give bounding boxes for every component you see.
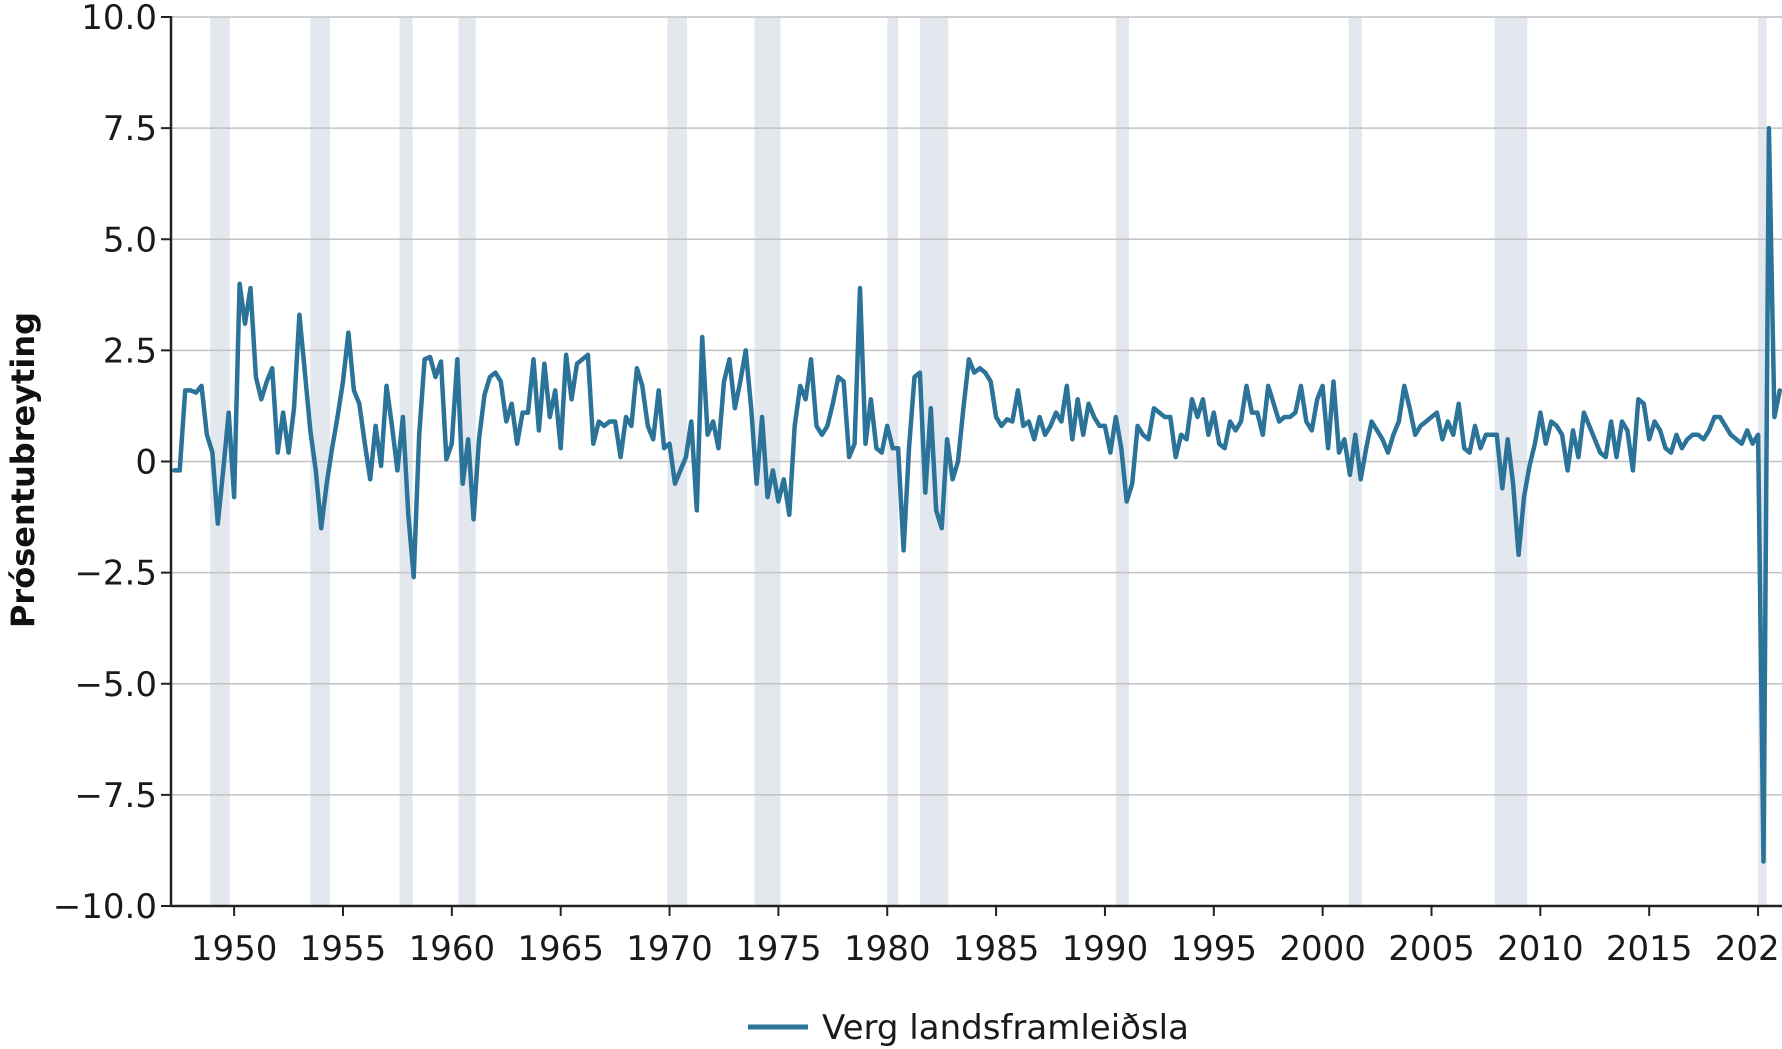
legend: Verg landsframleiðsla [748, 1008, 1189, 1048]
y-tick-label: −2.5 [74, 554, 157, 594]
x-tick-label: 2000 [1279, 929, 1366, 969]
gridlines [171, 16, 1782, 796]
y-tick-label: 10.0 [81, 0, 157, 38]
x-tick-labels: 1950 1955 1960 1965 1970 1975 1980 1985 1990 1995… [191, 929, 1782, 969]
y-tick-label: 0 [135, 443, 157, 483]
y-tick-label: 2.5 [103, 331, 157, 371]
x-tick-label: 1985 [953, 929, 1040, 969]
x-tick-label: 2005 [1388, 929, 1475, 969]
y-tick-labels: 10.0 7.5 5.0 2.5 0 −2.5 −5.0 −7.5 −10.0 [53, 0, 157, 927]
x-tick-label: 1975 [735, 929, 822, 969]
y-axis-title: Prósentubreyting [4, 312, 42, 628]
y-tick-label: −10.0 [53, 887, 157, 927]
y-tick-label: −5.0 [74, 665, 157, 705]
x-tick-label: 1950 [191, 929, 278, 969]
series-line [172, 125, 1782, 864]
x-tick-label: 1955 [300, 929, 387, 969]
y-tick-label: −7.5 [74, 776, 157, 816]
x-tick-label: 1995 [1171, 929, 1258, 969]
series-layer [172, 125, 1782, 864]
x-tick-label: 1980 [844, 929, 931, 969]
y-tick-label: 5.0 [103, 220, 157, 260]
x-tick-label: 2010 [1497, 929, 1584, 969]
legend-label: Verg landsframleiðsla [822, 1008, 1189, 1048]
y-tick-label: 7.5 [103, 109, 157, 149]
x-tick-label: 1960 [409, 929, 496, 969]
axes [161, 16, 1782, 916]
x-tick-label: 2015 [1606, 929, 1693, 969]
x-tick-label: 1970 [626, 929, 713, 969]
x-tick-label: 1965 [517, 929, 604, 969]
x-tick-label: 1990 [1062, 929, 1149, 969]
x-tick-label: 2020 [1715, 929, 1782, 969]
